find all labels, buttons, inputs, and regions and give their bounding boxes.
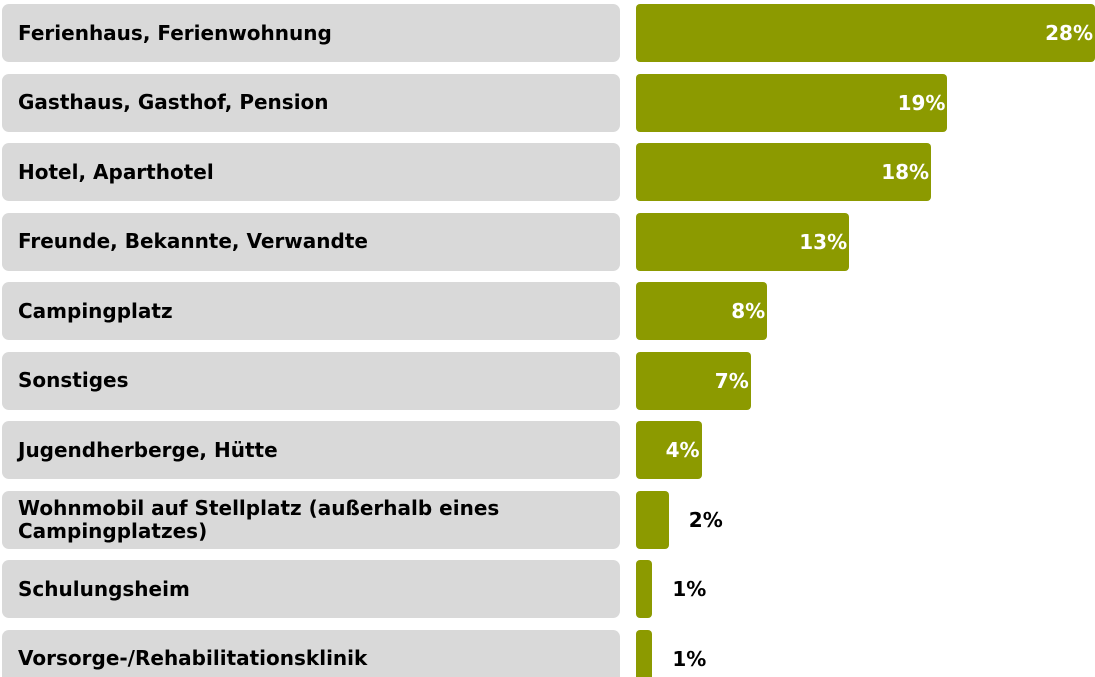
bar	[636, 351, 751, 410]
value-label: 19%	[897, 90, 946, 115]
value-label: 1%	[672, 577, 707, 601]
value-label: 2%	[688, 507, 723, 532]
bar	[636, 629, 653, 677]
bar	[636, 282, 768, 340]
bar	[636, 212, 850, 271]
category-label: Sonstiges	[2, 351, 620, 410]
value-label: 7%	[714, 368, 749, 393]
category-label: Freunde, Bekannte, Verwandte	[2, 212, 620, 271]
category-label: Schulungsheim	[2, 560, 620, 618]
bar	[636, 421, 702, 479]
value-label: 4%	[665, 438, 700, 462]
bar	[636, 143, 932, 201]
value-label: 18%	[881, 160, 930, 184]
category-label: Jugendherberge, Hütte	[2, 421, 620, 479]
value-label: 8%	[731, 299, 766, 323]
value-label: 28%	[1045, 21, 1093, 45]
category-label: Hotel, Aparthotel	[2, 143, 620, 201]
category-label: Campingplatz	[2, 282, 620, 340]
value-label: 1%	[672, 646, 707, 671]
category-label: Ferienhaus, Ferienwohnung	[2, 4, 620, 62]
category-label: Wohnmobil auf Stellplatz (außerhalb eine…	[2, 490, 620, 549]
bar	[636, 560, 653, 618]
category-label: Gasthaus, Gasthof, Pension	[2, 73, 620, 132]
bar	[636, 490, 669, 549]
category-label: Vorsorge-/Rehabilitationsklinik	[2, 629, 620, 677]
bar	[636, 4, 1095, 62]
value-label: 13%	[799, 229, 848, 254]
bar	[636, 73, 948, 132]
